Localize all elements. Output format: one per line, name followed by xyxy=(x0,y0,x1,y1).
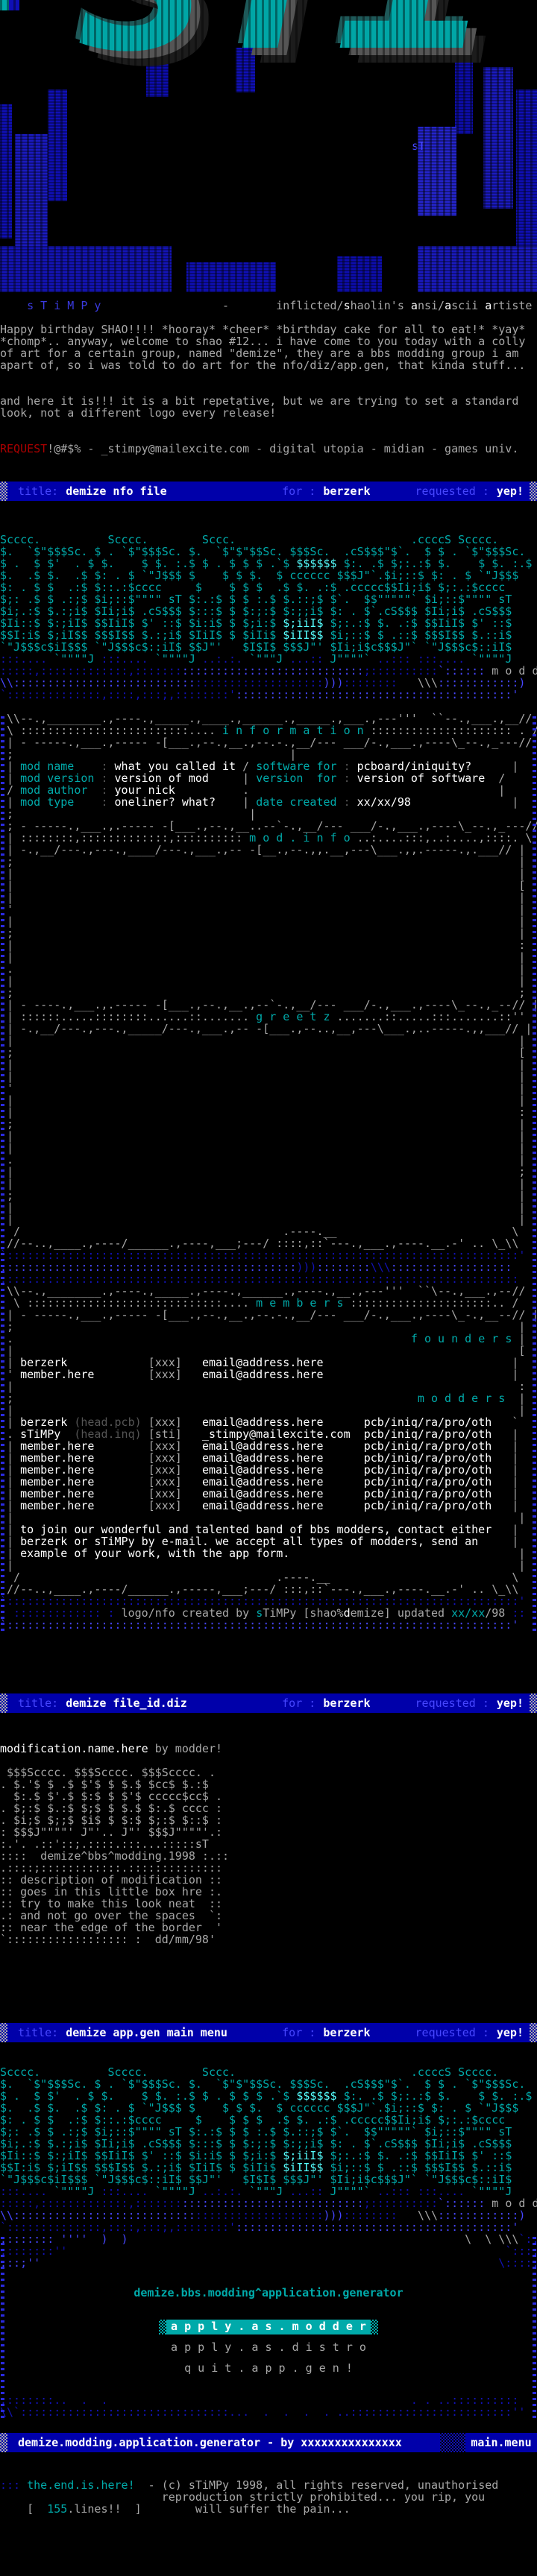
menu-item-apply-as-modder[interactable]: a p p l y . a s . m o d d e r xyxy=(159,2320,378,2334)
dither-left xyxy=(0,1693,7,1713)
dither-left xyxy=(0,2023,7,2042)
title-label: title: xyxy=(18,2026,59,2039)
blue-stripe xyxy=(146,45,169,97)
demize-ascii-logo: Scccc. Scccc. Sccc. .ccccS Scccc. $. `$"$… xyxy=(0,533,533,666)
status-bar-title: demize.modding.application.generator - b… xyxy=(7,2433,440,2452)
title-bar-diz: title: demize file_id.diz for : berzerk … xyxy=(0,1693,537,1713)
blue-stripe xyxy=(516,89,537,276)
title-value: demize file_id.diz xyxy=(66,1696,187,1710)
dither-right xyxy=(530,482,537,501)
blue-stripe xyxy=(418,246,537,292)
dither-left xyxy=(0,482,7,501)
title-label: title: xyxy=(18,1696,59,1710)
blue-stripe xyxy=(0,104,12,239)
appgen-heading: demize.bbs.modding^application.generator xyxy=(134,2286,403,2299)
sti-ansi-header-logo: sTi sTi sT xyxy=(0,0,537,292)
sti-signature-tag: sT xyxy=(412,140,425,152)
title-bar-nfo: title: demize nfo file for : berzerk req… xyxy=(0,482,537,501)
title-value: demize nfo file xyxy=(66,484,167,498)
appgen-menu: a p p l y . a s . m o d d e r a p p l y … xyxy=(0,2320,537,2376)
title-bar-appgen: title: demize app.gen main menu for : be… xyxy=(0,2023,537,2042)
requested-value: yep! xyxy=(496,484,524,498)
status-bar: demize.modding.application.generator - b… xyxy=(0,2433,537,2452)
artist-line: s T i M P y - inflicted/shaolin's ansi/a… xyxy=(0,299,533,312)
for-value: berzerk xyxy=(323,2026,371,2039)
blue-stripe xyxy=(337,256,382,292)
dither-gap xyxy=(440,2433,465,2452)
blue-stripe xyxy=(0,246,172,292)
corner-block xyxy=(9,0,19,10)
modding-deco-rows: :::::,:::::::::::::,::::::::::::::::::::… xyxy=(0,664,537,701)
requested-label: requested : xyxy=(415,484,489,498)
requested-label: requested : xyxy=(415,2026,489,2039)
intro-paragraph: Happy birthday SHAO!!!! *hooray* *cheer*… xyxy=(0,323,526,455)
menu-item-apply-as-distro[interactable]: a p p l y . a s . d i s t r o xyxy=(171,2340,366,2354)
dither-right xyxy=(530,2023,537,2042)
demize-ascii-logo: Scccc. Scccc. Sccc. .ccccS Scccc. $. `$"$… xyxy=(0,2065,533,2198)
title-label: title: xyxy=(18,484,59,498)
blue-stripe xyxy=(483,67,513,209)
diz-ascii-logo: $$$Scccc. $$$Scccc. $$$Scccc. .. $.'$ $ … xyxy=(0,1766,230,1875)
dither-texture-overlay xyxy=(0,0,537,292)
diz-description-box: :: description of modification :::: goes… xyxy=(0,1873,223,1946)
requested-label: requested : xyxy=(415,1696,489,1710)
blue-stripe xyxy=(48,89,67,201)
blue-stripe xyxy=(455,45,473,134)
modding-deco-rows: :::::,:::::::::::::,::::::::::::::::::::… xyxy=(0,2197,537,2234)
menu-item-quit-app-gen[interactable]: q u i t . a p p . g e n ! xyxy=(184,2361,353,2375)
for-label: for : xyxy=(282,484,316,498)
blue-stripe xyxy=(236,48,255,92)
nfo-info-box: \\--.,________.,----.,_____.,____.,_____… xyxy=(0,712,537,1632)
appgen-deco-top: :::::::: '''' ) ) \ \ \\\`::::: sT::::::… xyxy=(0,2232,537,2270)
title-value: demize app.gen main menu xyxy=(66,2026,227,2039)
footer-copyright: ::: the.end.is.here! - (c) sTiMPy 1998, … xyxy=(0,2478,499,2516)
for-label: for : xyxy=(282,2026,316,2039)
dither-right xyxy=(530,1693,537,1713)
blue-stripe xyxy=(418,127,456,216)
for-label: for : xyxy=(282,1696,316,1710)
requested-value: yep! xyxy=(496,1696,524,1710)
diz-mod-name-line: modification.name.here by modder! xyxy=(0,1742,223,1755)
requested-value: yep! xyxy=(496,2026,524,2039)
appgen-deco-bottom: ::::::::.. . . . . ..:::::::::: \\`::::::… xyxy=(0,2393,526,2419)
for-value: berzerk xyxy=(323,1696,371,1710)
blue-stripe xyxy=(186,262,276,292)
appgen-panel: :::::::: '''' ) ) \ \ \\\`::::: sT::::::… xyxy=(0,2233,537,2418)
dither-left xyxy=(0,2433,7,2452)
status-bar-menu-label: main.menu xyxy=(465,2433,537,2452)
for-value: berzerk xyxy=(323,484,371,498)
corner-block xyxy=(0,0,9,10)
